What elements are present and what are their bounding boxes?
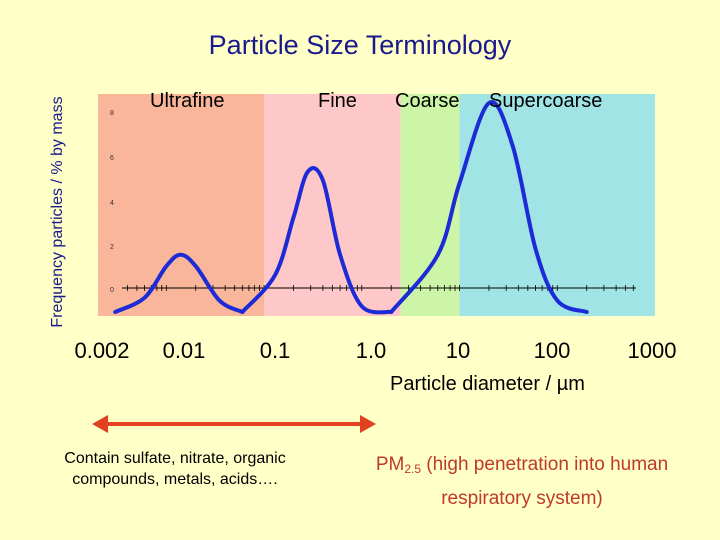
x-tick-label: 0.01 — [162, 338, 206, 363]
inner-y-tick-label: 2 — [110, 244, 114, 251]
region-coarse — [400, 94, 460, 316]
pm-subscript: 2.5 — [404, 462, 421, 476]
x-axis-unit: µm — [556, 373, 585, 395]
distribution-curve-2 — [240, 166, 394, 315]
size-regions — [98, 94, 655, 316]
inner-y-tick-label: 0 — [110, 287, 114, 294]
range-arrow-head-left — [92, 415, 108, 433]
region-label-supercoarse: Supercoarse — [489, 90, 603, 112]
range-arrow-head-right — [360, 415, 376, 433]
region-label-fine: Fine — [318, 90, 357, 112]
range-arrow — [92, 415, 376, 433]
x-tick-label: 1000 — [627, 338, 677, 363]
inner-y-tick-label: 8 — [110, 110, 114, 117]
x-axis-label: Particle diameter / µm — [390, 373, 585, 396]
region-fine — [264, 94, 401, 316]
x-tick-label: 10 — [445, 338, 471, 363]
pm-label: PM — [375, 454, 405, 475]
x-tick-label: 1.0 — [355, 338, 387, 363]
inner-y-tick-label: 4 — [110, 200, 114, 207]
distribution-curve-3 — [389, 100, 589, 314]
page-title: Particle Size Terminology — [208, 30, 512, 60]
region-supercoarse — [459, 94, 655, 316]
pm25-note: PM2.5 (high penetration into human respi… — [352, 450, 692, 513]
distribution-curves — [113, 100, 589, 315]
region-label-ultrafine: Ultrafine — [150, 90, 225, 112]
distribution-curve-1 — [113, 252, 245, 314]
region-ultrafine — [98, 94, 265, 316]
x-tick-label: 100 — [533, 338, 571, 363]
inner-y-tick-label: 6 — [110, 155, 114, 162]
x-tick-label: 0.002 — [74, 338, 130, 363]
region-label-coarse: Coarse — [395, 90, 460, 112]
ultrafine-composition-note: Contain sulfate, nitrate, organic compou… — [64, 450, 286, 488]
pm-description: (high penetration into human respiratory… — [421, 454, 669, 509]
x-tick-label: 0.1 — [259, 338, 291, 363]
x-axis-label-text: Particle diameter / — [390, 373, 557, 395]
